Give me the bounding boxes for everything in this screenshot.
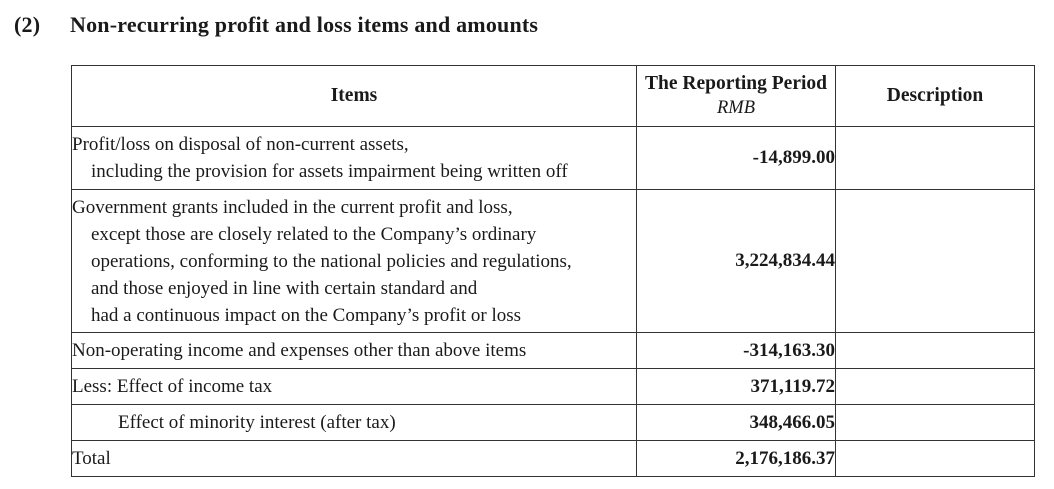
item-line: except those are closely related to the … <box>91 223 537 245</box>
item-cell: Less: Effect of income tax <box>71 368 637 405</box>
description-cell <box>835 126 1035 190</box>
item-cell: Total <box>71 440 637 477</box>
item-line: operations, conforming to the national p… <box>91 250 572 272</box>
header-reporting-period: The Reporting Period RMB <box>636 65 836 127</box>
description-cell <box>835 189 1035 333</box>
item-cell: Government grants included in the curren… <box>71 189 637 333</box>
table-row: Government grants included in the curren… <box>71 189 1035 333</box>
table-row: Total 2,176,186.37 <box>71 440 1035 477</box>
item-cell: Non-operating income and expenses other … <box>71 332 637 369</box>
header-period-label: The Reporting Period <box>645 73 827 94</box>
table-row: Non-operating income and expenses other … <box>71 332 1035 369</box>
section-heading: (2) Non-recurring profit and loss items a… <box>14 12 538 38</box>
item-line: Non-operating income and expenses other … <box>72 340 527 361</box>
table-header-row: Items The Reporting Period RMB Descripti… <box>71 65 1035 127</box>
table-row: Profit/loss on disposal of non-current a… <box>71 126 1035 190</box>
item-line: Profit/loss on disposal of non-current a… <box>72 134 409 155</box>
header-description: Description <box>835 65 1035 127</box>
non-recurring-items-table: Items The Reporting Period RMB Descripti… <box>71 65 1035 477</box>
header-items: Items <box>71 65 637 127</box>
description-cell <box>835 440 1035 477</box>
description-cell <box>835 368 1035 405</box>
item-cell: Profit/loss on disposal of non-current a… <box>71 126 637 190</box>
table-row: Effect of minority interest (after tax) … <box>71 404 1035 441</box>
amount-cell: 348,466.05 <box>636 404 836 441</box>
item-line: Less: Effect of income tax <box>72 376 273 397</box>
item-line: Total <box>72 448 111 469</box>
item-line: and those enjoyed in line with certain s… <box>91 277 478 299</box>
item-line: had a continuous impact on the Company’s… <box>91 304 522 326</box>
item-line: including the provision for assets impai… <box>91 161 568 182</box>
item-cell: Effect of minority interest (after tax) <box>71 404 637 441</box>
description-cell <box>835 404 1035 441</box>
amount-cell: 2,176,186.37 <box>636 440 836 477</box>
table-row: Less: Effect of income tax 371,119.72 <box>71 368 1035 405</box>
amount-cell: 371,119.72 <box>636 368 836 405</box>
amount-cell: 3,224,834.44 <box>636 189 836 333</box>
section-number: (2) <box>14 12 41 37</box>
amount-cell: -314,163.30 <box>636 332 836 369</box>
item-line: Effect of minority interest (after tax) <box>118 412 396 433</box>
section-title: Non-recurring profit and loss items and … <box>70 12 539 37</box>
item-line: Government grants included in the curren… <box>72 196 513 218</box>
header-period-unit: RMB <box>716 98 755 118</box>
description-cell <box>835 332 1035 369</box>
amount-cell: -14,899.00 <box>636 126 836 190</box>
